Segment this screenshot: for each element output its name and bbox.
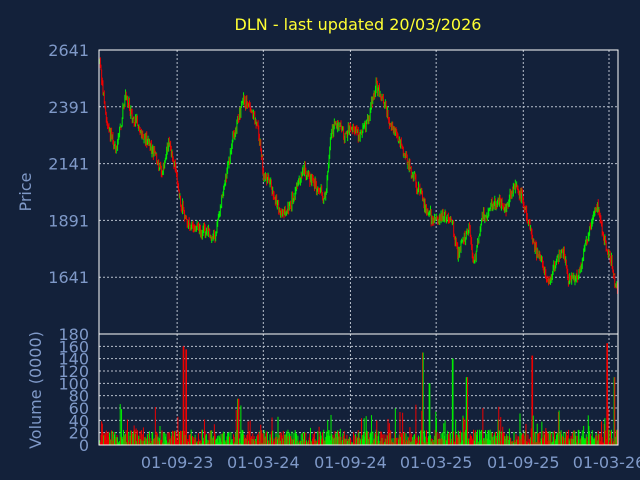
date-tick-label: 01-03-26: [573, 453, 640, 472]
volume-tick-label: 0: [79, 436, 89, 455]
volume-tick-label: 120: [58, 362, 89, 381]
date-tick-label: 01-09-25: [487, 453, 560, 472]
price-axis-label: Price: [16, 172, 35, 211]
volume-gridlines: [99, 334, 618, 445]
volume-tick-label: 100: [58, 374, 89, 393]
date-tick-label: 01-03-25: [400, 453, 473, 472]
volume-bars: [98, 343, 618, 445]
volume-tick-label: 60: [69, 399, 89, 418]
price-tick-label: 2641: [48, 41, 89, 60]
volume-tick-label: 20: [69, 424, 89, 443]
volume-tick-label: 80: [69, 387, 89, 406]
volume-frame: [98, 333, 619, 446]
chart-title: DLN - last updated 20/03/2026: [235, 15, 482, 34]
date-tick-label: 01-09-23: [141, 453, 214, 472]
price-tick-label: 2391: [48, 98, 89, 117]
date-tick-label: 01-03-24: [227, 453, 300, 472]
volume-tick-label: 40: [69, 411, 89, 430]
price-tick-label: 1641: [48, 268, 89, 287]
date-tick-label: 01-09-24: [314, 453, 387, 472]
price-candles: [98, 56, 618, 294]
price-gridlines: [99, 50, 618, 334]
price-tick-label: 1891: [48, 211, 89, 230]
volume-tick-label: 180: [58, 325, 89, 344]
date-x-ticks: 01-09-23 01-03-24 01-09-24 01-03-25 01-09-25…: [141, 453, 640, 472]
volume-tick-label: 160: [58, 337, 89, 356]
price-tick-label: 2141: [48, 155, 89, 174]
volume-tick-label: 140: [58, 350, 89, 369]
volume-axis-label: Volume (0000): [26, 331, 45, 449]
price-y-ticks: 2641 2391 2141 1891 1641: [48, 41, 89, 287]
